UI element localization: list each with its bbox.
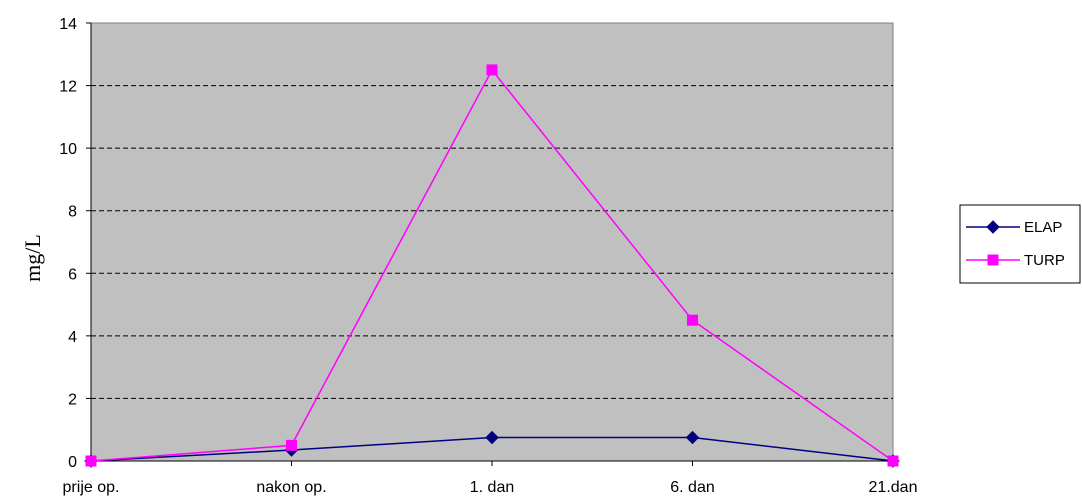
axes	[86, 22, 894, 466]
legend-box	[959, 204, 1081, 284]
legend-label-elap: ELAP	[1024, 219, 1062, 236]
data-point-turp	[687, 314, 698, 326]
y-tick-labels: 0 2 4 6 8 10 12 14	[59, 16, 77, 471]
series-group	[84, 64, 900, 468]
series-turp	[85, 64, 899, 467]
y-tick-label: 4	[68, 329, 77, 346]
gridlines	[91, 85, 893, 399]
x-tick-labels: prije op. nakon op. 1. dan 6. dan 21.dan	[63, 479, 918, 496]
x-tick-label: 21.dan	[869, 479, 918, 496]
legend-label-turp: TURP	[1024, 252, 1065, 269]
legend-marker-turp	[987, 254, 999, 266]
data-point-turp	[85, 455, 97, 467]
legend-marker-elap	[986, 220, 1000, 234]
x-tick-label: prije op.	[63, 479, 120, 496]
data-point-turp	[887, 455, 899, 467]
y-tick-label: 10	[59, 141, 77, 158]
y-tick-label: 0	[68, 454, 77, 471]
y-tick-label: 2	[68, 391, 77, 408]
y-tick-label: 6	[68, 266, 77, 283]
y-tick-label: 12	[59, 79, 77, 96]
y-axis-label: mg/L	[20, 234, 45, 282]
y-tick-label: 8	[68, 204, 77, 221]
legend: ELAP TURP	[959, 204, 1081, 284]
data-point-elap	[485, 430, 499, 445]
x-tick-label: 6. dan	[670, 479, 714, 496]
plot-area	[90, 22, 894, 462]
data-point-elap	[685, 430, 700, 445]
data-point-turp	[286, 439, 297, 451]
data-point-turp	[486, 64, 498, 76]
x-tick-label: nakon op.	[256, 479, 326, 496]
x-tick-label: 1. dan	[470, 479, 514, 496]
y-tick-label: 14	[59, 16, 77, 33]
